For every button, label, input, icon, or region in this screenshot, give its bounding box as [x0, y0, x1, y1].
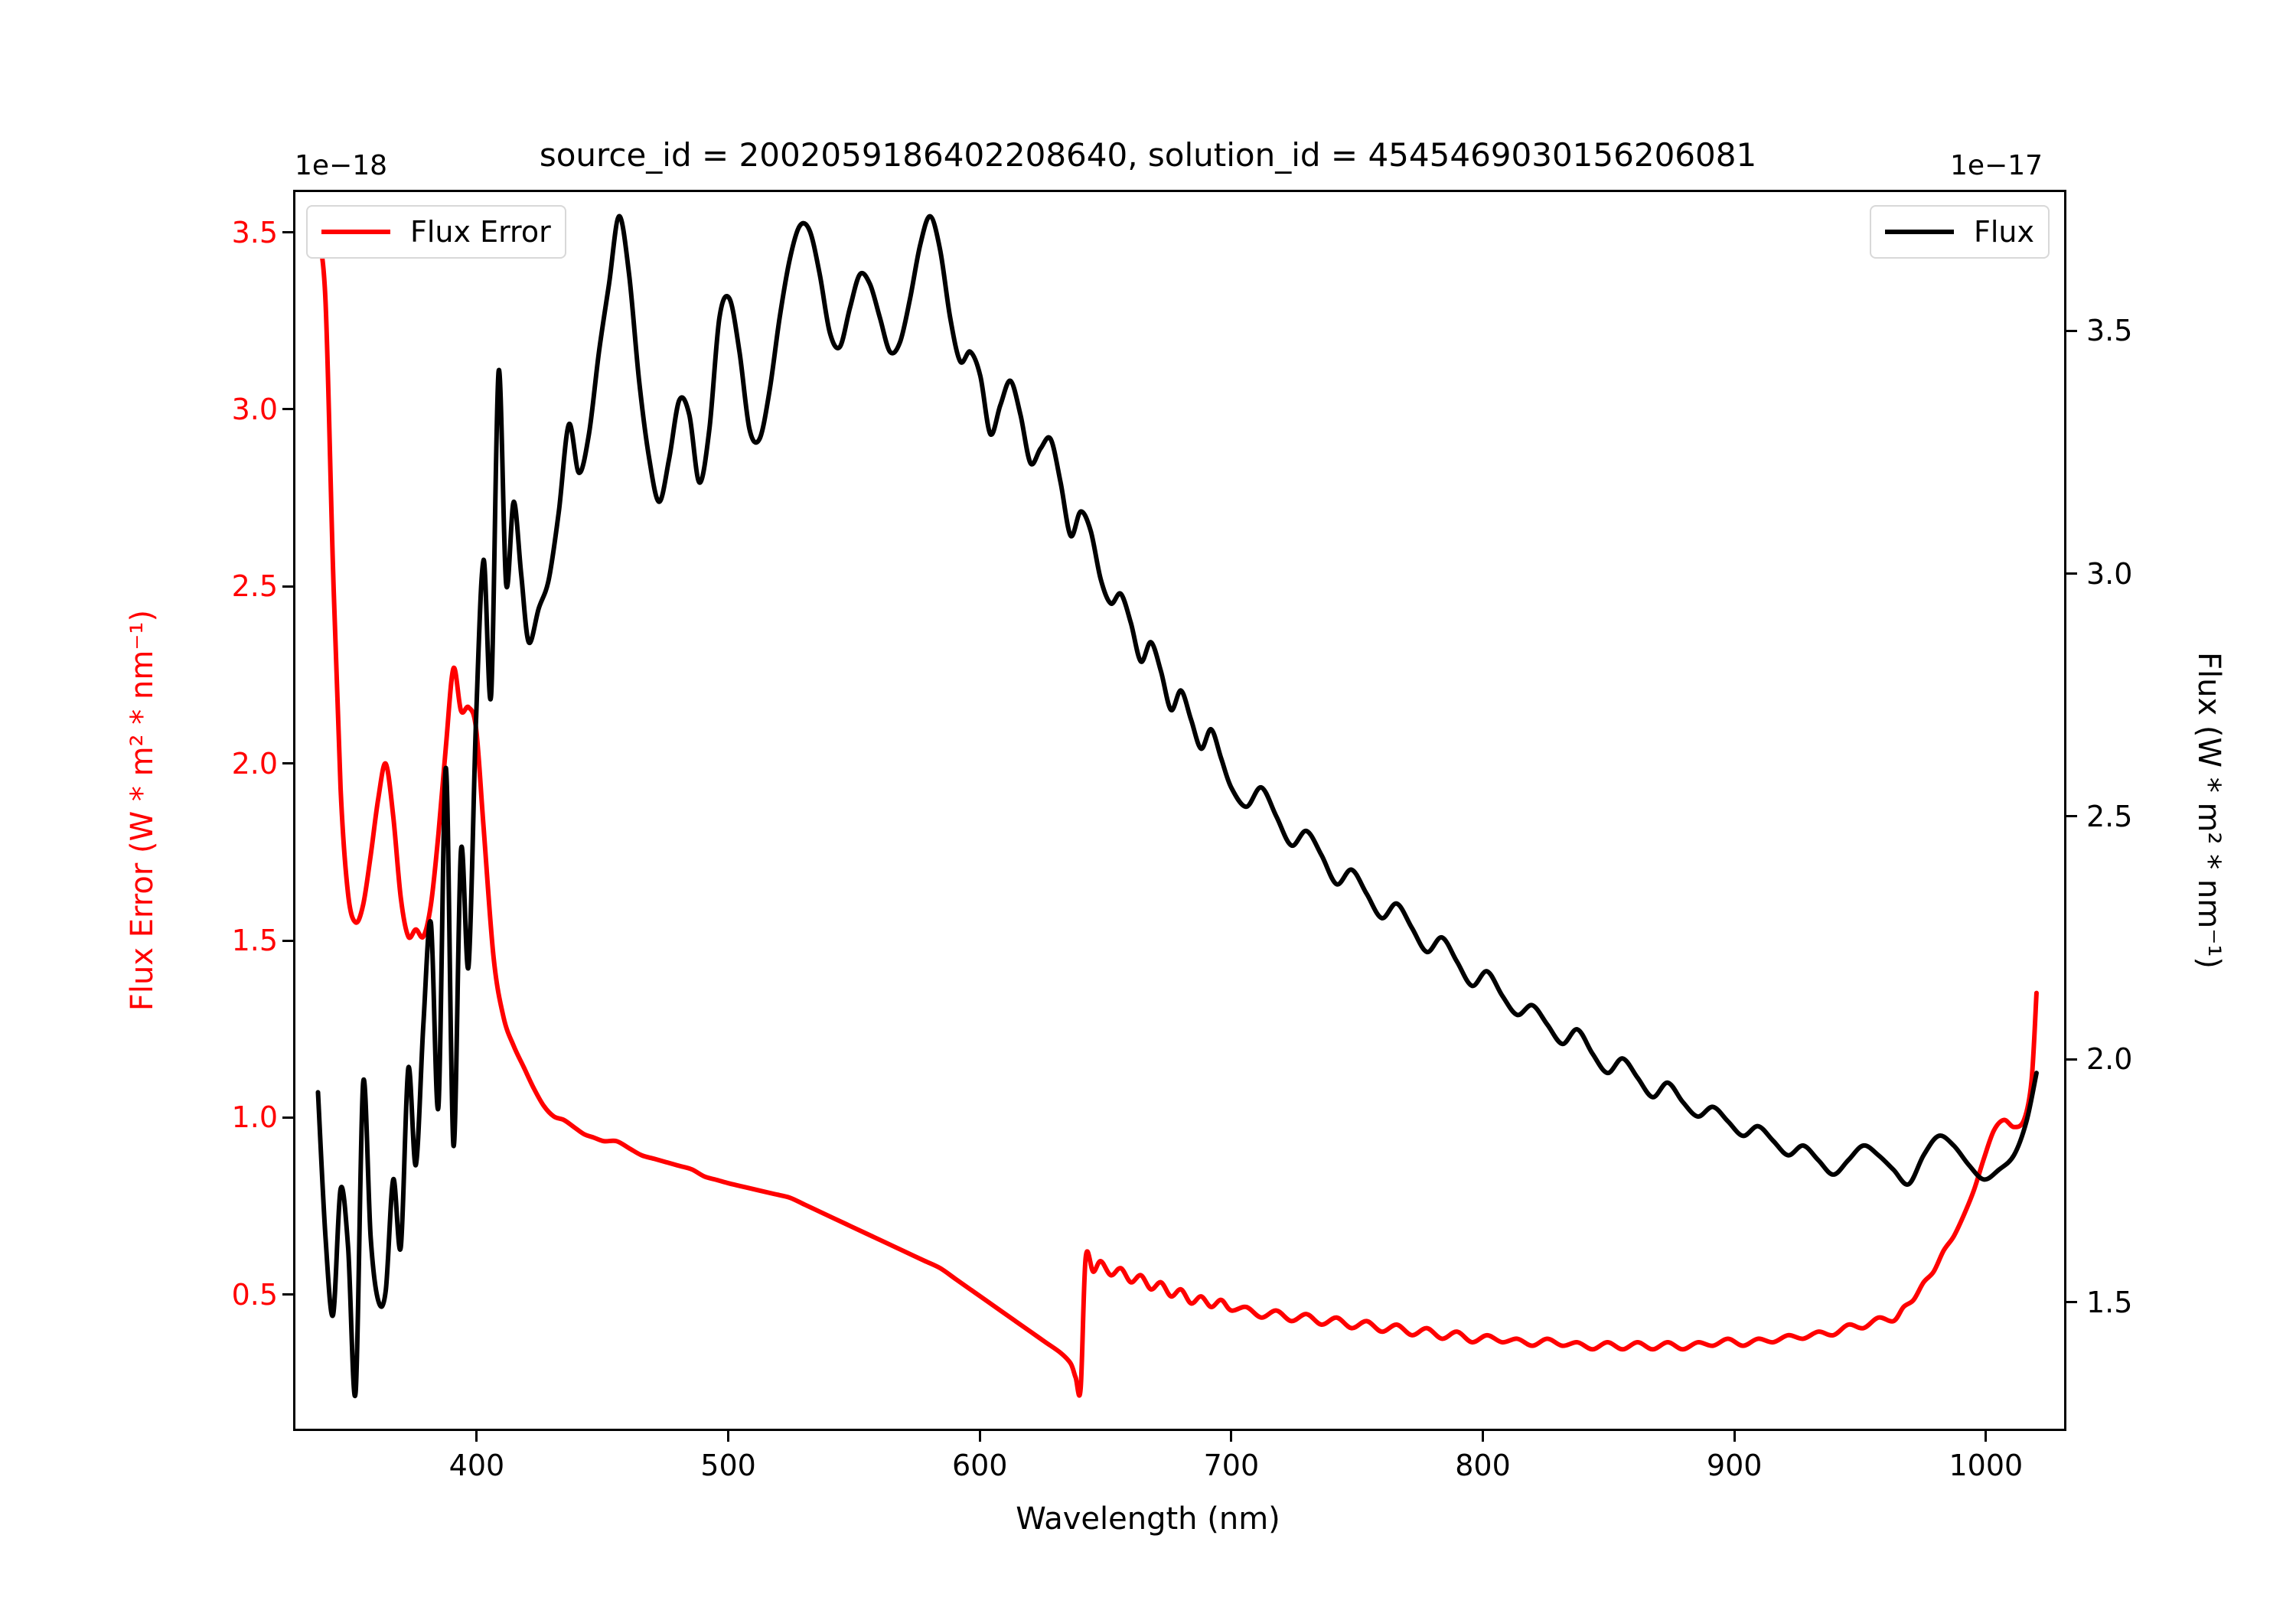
x-tick-label-1000: 1000 — [1949, 1449, 2024, 1482]
right-y-tick-label-3.5: 3.5 — [2086, 314, 2133, 348]
right-y-tick-3.5 — [2066, 329, 2077, 332]
left-y-tick-3.5 — [282, 231, 293, 234]
left-y-tick-label-3.5: 3.5 — [231, 215, 278, 249]
right-y-tick-label-2.5: 2.5 — [2086, 799, 2133, 833]
right-y-tick-label-2.0: 2.0 — [2086, 1042, 2133, 1077]
left-y-tick-label-2.0: 2.0 — [231, 746, 278, 781]
x-tick-400 — [475, 1431, 478, 1442]
x-tick-label-500: 500 — [700, 1449, 756, 1482]
left-axis-offset-label: 1e−18 — [295, 150, 388, 181]
plot-area — [293, 190, 2066, 1431]
right-y-tick-label-1.5: 1.5 — [2086, 1285, 2133, 1319]
right-axis-offset-label: 1e−17 — [1950, 150, 2043, 181]
x-tick-600 — [978, 1431, 981, 1442]
x-tick-1000 — [1985, 1431, 1988, 1442]
series-line-flux — [315, 214, 2039, 1398]
left-y-tick-label-1.0: 1.0 — [231, 1100, 278, 1135]
legend-label-flux-error: Flux Error — [410, 215, 551, 249]
right-y-tick-3.0 — [2066, 572, 2077, 575]
right-y-tick-label-3.0: 3.0 — [2086, 556, 2133, 591]
x-tick-700 — [1230, 1431, 1233, 1442]
left-y-tick-0.5 — [282, 1293, 293, 1296]
x-tick-label-700: 700 — [1203, 1449, 1260, 1482]
x-tick-label-400: 400 — [448, 1449, 505, 1482]
series-line-flux-error — [315, 232, 2039, 1398]
right-y-axis-label: Flux (W * m² * nm⁻¹) — [2191, 652, 2226, 969]
plot-svg — [315, 214, 2039, 1398]
left-y-tick-2.0 — [282, 762, 293, 765]
right-y-tick-2.5 — [2066, 815, 2077, 818]
page-title: source_id = 2002059186402208640, solutio… — [539, 136, 1757, 174]
x-tick-500 — [727, 1431, 730, 1442]
left-y-axis-label: Flux Error (W * m² * nm⁻¹) — [125, 609, 160, 1012]
legend-flux-error[interactable]: Flux Error — [306, 205, 566, 259]
right-y-tick-1.5 — [2066, 1301, 2077, 1304]
legend-flux[interactable]: Flux — [1870, 205, 2050, 259]
x-tick-label-600: 600 — [951, 1449, 1008, 1482]
left-y-tick-label-3.0: 3.0 — [231, 392, 278, 426]
legend-label-flux: Flux — [1974, 215, 2034, 249]
left-y-tick-label-0.5: 0.5 — [231, 1277, 278, 1312]
x-tick-label-800: 800 — [1455, 1449, 1511, 1482]
x-tick-800 — [1482, 1431, 1485, 1442]
left-y-tick-label-2.5: 2.5 — [231, 569, 278, 604]
x-tick-900 — [1733, 1431, 1736, 1442]
left-y-tick-3.0 — [282, 408, 293, 411]
x-axis-label: Wavelength (nm) — [1016, 1501, 1280, 1537]
flux-error-line-swatch-icon — [321, 230, 390, 234]
left-y-tick-label-1.5: 1.5 — [231, 924, 278, 958]
left-y-tick-1.0 — [282, 1116, 293, 1119]
x-tick-label-900: 900 — [1706, 1449, 1763, 1482]
right-y-tick-2.0 — [2066, 1058, 2077, 1061]
flux-line-swatch-icon — [1885, 230, 1954, 234]
left-y-tick-2.5 — [282, 585, 293, 588]
left-y-tick-1.5 — [282, 939, 293, 942]
